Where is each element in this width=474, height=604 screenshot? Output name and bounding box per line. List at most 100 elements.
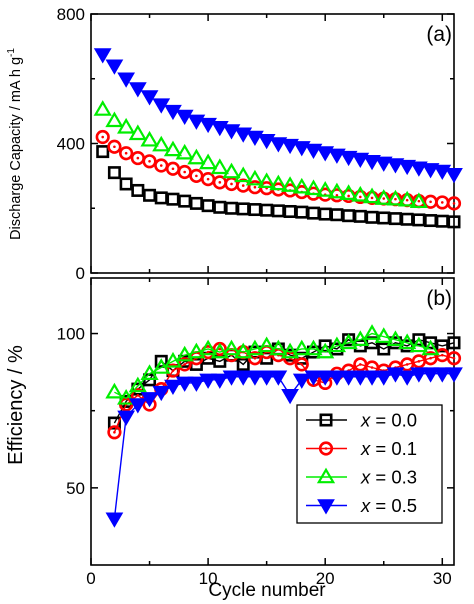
data-point bbox=[178, 194, 192, 208]
data-point bbox=[304, 339, 323, 356]
series bbox=[93, 48, 463, 184]
data-point bbox=[447, 336, 461, 350]
data-point bbox=[269, 370, 288, 386]
series bbox=[93, 100, 428, 209]
data-point bbox=[410, 161, 428, 177]
data-point bbox=[175, 109, 194, 125]
legend-value: = 0.5 bbox=[370, 495, 417, 516]
data-point bbox=[294, 357, 309, 372]
data-point bbox=[447, 215, 461, 229]
data-point bbox=[152, 385, 171, 402]
legend-entry: x = 0.3 bbox=[306, 467, 417, 488]
data-point bbox=[410, 367, 428, 383]
data-point bbox=[318, 207, 332, 221]
data-point bbox=[330, 208, 344, 222]
data-point bbox=[398, 159, 417, 176]
data-point bbox=[365, 210, 379, 224]
data-point bbox=[374, 370, 393, 386]
data-point bbox=[386, 158, 405, 174]
data-point bbox=[140, 392, 159, 408]
x-tick-label: 20 bbox=[316, 569, 335, 588]
data-point bbox=[166, 192, 180, 206]
y-axis: 50 100 bbox=[57, 325, 454, 498]
series bbox=[105, 367, 463, 528]
data-point bbox=[306, 206, 320, 220]
y-axis: 0 400 800 bbox=[57, 5, 454, 283]
y-axis-label-superscript: -1 bbox=[6, 48, 17, 57]
data-point bbox=[198, 339, 218, 356]
series bbox=[96, 145, 461, 229]
legend-variable: x bbox=[360, 495, 371, 516]
data-point bbox=[107, 166, 121, 180]
data-point bbox=[424, 214, 438, 228]
data-point bbox=[142, 154, 157, 169]
data-point bbox=[119, 177, 133, 191]
data-point bbox=[292, 177, 311, 194]
data-point bbox=[446, 351, 462, 366]
data-point bbox=[175, 376, 194, 392]
data-point bbox=[131, 183, 145, 197]
data-point bbox=[339, 184, 358, 200]
y-axis-label: Discharge Capacity / mA h g-1 bbox=[6, 48, 24, 240]
data-point bbox=[222, 370, 241, 386]
data-point bbox=[117, 388, 136, 405]
data-point bbox=[105, 59, 124, 75]
data-point bbox=[351, 185, 370, 202]
data-point bbox=[374, 189, 393, 205]
data-point bbox=[260, 203, 274, 217]
data-point bbox=[143, 188, 157, 202]
x-tick-label: 0 bbox=[86, 569, 95, 588]
data-point bbox=[327, 336, 347, 353]
data-point bbox=[213, 354, 227, 368]
data-point bbox=[177, 164, 192, 180]
plot-frame bbox=[90, 13, 455, 274]
data-point bbox=[377, 342, 391, 356]
data-point bbox=[246, 370, 264, 386]
data-point bbox=[257, 370, 276, 386]
data-point bbox=[165, 161, 181, 176]
data-point bbox=[304, 370, 323, 386]
data-point bbox=[189, 196, 203, 210]
data-point bbox=[257, 172, 276, 188]
data-point bbox=[245, 169, 265, 186]
data-point bbox=[316, 181, 335, 197]
data-point bbox=[222, 339, 241, 356]
y-axis-label: Efficiency / % bbox=[5, 345, 27, 465]
data-point bbox=[353, 209, 367, 223]
data-point bbox=[245, 339, 265, 356]
data-point bbox=[412, 213, 426, 227]
data-point bbox=[280, 342, 300, 359]
data-point bbox=[164, 104, 182, 121]
legend-variable: x bbox=[360, 410, 371, 431]
series bbox=[105, 324, 440, 405]
data-point bbox=[327, 182, 347, 199]
panel-label: (a) bbox=[426, 23, 452, 46]
data-point bbox=[339, 150, 358, 167]
data-point bbox=[175, 143, 194, 160]
legend-value: = 0.3 bbox=[370, 467, 417, 488]
data-point bbox=[409, 192, 428, 209]
legend: x = 0.0x = 0.1x = 0.3x = 0.5 bbox=[296, 404, 443, 524]
data-point bbox=[435, 214, 449, 228]
data-point bbox=[292, 373, 311, 389]
data-point bbox=[386, 189, 405, 206]
data-point bbox=[446, 196, 462, 211]
data-point bbox=[271, 204, 285, 218]
x-axis bbox=[90, 14, 444, 273]
data-point bbox=[199, 373, 217, 389]
data-point bbox=[154, 158, 169, 173]
legend-marker bbox=[318, 441, 334, 456]
data-point bbox=[128, 398, 147, 414]
data-point bbox=[363, 370, 381, 386]
data-point bbox=[248, 203, 262, 217]
data-point bbox=[328, 370, 346, 386]
data-point bbox=[93, 48, 112, 64]
data-point bbox=[210, 342, 229, 359]
data-point bbox=[388, 212, 402, 226]
data-point bbox=[187, 148, 206, 165]
legend-label: x = 0.0 bbox=[360, 410, 417, 431]
data-point bbox=[93, 100, 112, 116]
data-point bbox=[283, 204, 297, 218]
data-point bbox=[304, 179, 323, 196]
